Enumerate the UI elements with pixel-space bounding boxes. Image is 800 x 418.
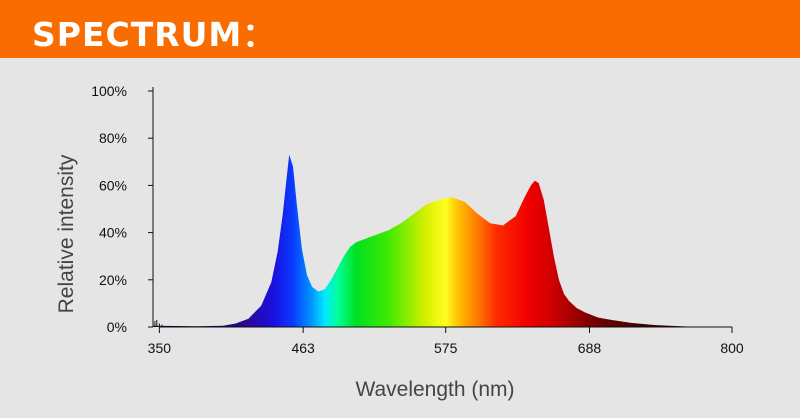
x-tick-label: 575 — [434, 340, 458, 356]
spectrum-area — [153, 154, 701, 327]
x-tick-label: 800 — [720, 340, 744, 356]
x-tick-label: 463 — [291, 340, 315, 356]
spectrum-chart: 0% 20% 40% 60% 80% 100% 350 463 575 688 800 Relati… — [55, 83, 744, 401]
y-tick-label: 0% — [107, 319, 127, 335]
y-tick-label: 100% — [91, 83, 127, 99]
header-banner: SPECTRUM： — [0, 0, 800, 58]
y-tick-label: 80% — [99, 130, 127, 146]
page-title: SPECTRUM： — [32, 15, 277, 54]
x-tick-label: 350 — [148, 340, 172, 356]
x-axis-label: Wavelength (nm) — [355, 378, 514, 401]
plot-area — [152, 154, 701, 327]
y-tick-label: 40% — [99, 225, 127, 241]
x-tick-label: 688 — [578, 340, 602, 356]
axes: 0% 20% 40% 60% 80% 100% 350 463 575 688 800 — [91, 83, 744, 356]
y-tick-label: 60% — [99, 177, 127, 193]
y-tick-label: 20% — [99, 272, 127, 288]
y-axis-label: Relative intensity — [55, 154, 78, 313]
